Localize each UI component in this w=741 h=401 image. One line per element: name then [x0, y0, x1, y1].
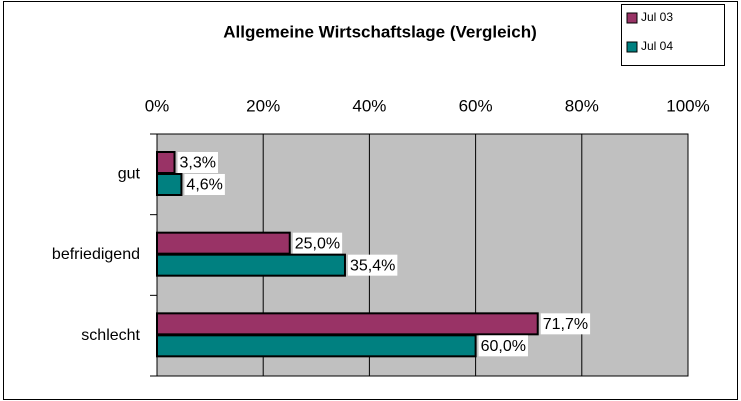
y-tick-label: gut	[118, 166, 141, 183]
bar	[156, 173, 183, 196]
x-tick-label: 40%	[352, 96, 386, 115]
value-label: 71,7%	[543, 316, 588, 333]
value-label: 4,6%	[186, 177, 222, 194]
bar	[156, 231, 291, 255]
legend-swatch	[626, 12, 638, 24]
value-label-bg	[184, 174, 225, 195]
value-label-bg	[177, 152, 218, 173]
chart-title: Allgemeine Wirtschaftslage (Vergleich)	[223, 22, 537, 41]
value-label: 3,3%	[180, 155, 216, 172]
bar	[156, 334, 477, 358]
legend-swatch	[626, 41, 638, 53]
bar	[156, 151, 176, 174]
value-label-bg	[478, 335, 528, 357]
legend-label: Jul 03	[641, 10, 673, 24]
value-label: 60,0%	[481, 338, 526, 355]
legend-label: Jul 04	[641, 39, 673, 53]
bar	[156, 253, 346, 277]
value-label: 35,4%	[350, 257, 395, 274]
value-label-bg	[292, 232, 343, 254]
value-label-bg	[540, 313, 591, 335]
y-tick-label: schlecht	[81, 327, 140, 344]
x-tick-label: 0%	[145, 96, 170, 115]
x-tick-label: 20%	[246, 96, 280, 115]
value-label: 25,0%	[295, 235, 340, 252]
bar	[156, 312, 539, 336]
legend	[621, 4, 725, 66]
x-tick-label: 100%	[666, 96, 709, 115]
x-tick-label: 80%	[565, 96, 599, 115]
value-label-bg	[347, 254, 398, 276]
x-tick-label: 60%	[459, 96, 493, 115]
y-tick-label: befriedigend	[52, 246, 140, 263]
